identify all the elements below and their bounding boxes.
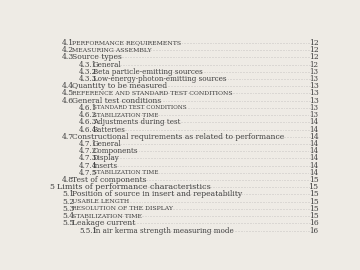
Text: 4.7.1: 4.7.1 [79, 140, 97, 148]
Text: MEASURING ASSEMBLY: MEASURING ASSEMBLY [72, 48, 152, 53]
Text: USABLE LENGTH: USABLE LENGTH [72, 199, 129, 204]
Text: 4.2: 4.2 [62, 46, 74, 54]
Text: 14: 14 [310, 154, 319, 162]
Text: Adjustments during test: Adjustments during test [93, 118, 181, 126]
Text: 4.8: 4.8 [62, 176, 74, 184]
Text: 4.7.5: 4.7.5 [79, 169, 97, 177]
Text: General: General [93, 60, 122, 69]
Text: 4.3.3: 4.3.3 [79, 75, 97, 83]
Text: 4.6.2: 4.6.2 [79, 111, 97, 119]
Text: 4.6.3: 4.6.3 [79, 118, 97, 126]
Text: 12: 12 [309, 46, 319, 54]
Text: 5.5.1: 5.5.1 [79, 227, 97, 235]
Text: 4.5: 4.5 [62, 89, 74, 97]
Text: 14: 14 [309, 133, 319, 141]
Text: 4.3.2: 4.3.2 [79, 68, 97, 76]
Text: 5.4: 5.4 [62, 212, 74, 220]
Text: 13: 13 [309, 97, 319, 105]
Text: REFERENCE AND STANDARD TEST CONDITIONS: REFERENCE AND STANDARD TEST CONDITIONS [72, 91, 233, 96]
Text: STABILIZATION TIME: STABILIZATION TIME [93, 170, 158, 175]
Text: Display: Display [93, 154, 120, 162]
Text: Low-energy-photon-emitting sources: Low-energy-photon-emitting sources [93, 75, 226, 83]
Text: 5.2: 5.2 [62, 198, 74, 206]
Text: 4.4: 4.4 [62, 82, 74, 90]
Text: 14: 14 [310, 126, 319, 134]
Text: 4.1: 4.1 [62, 39, 74, 47]
Text: In air kerma strength measuring mode: In air kerma strength measuring mode [93, 227, 234, 235]
Text: 13: 13 [309, 82, 319, 90]
Text: Test of components: Test of components [72, 176, 147, 184]
Text: 13: 13 [309, 89, 319, 97]
Text: 4.6.4: 4.6.4 [79, 126, 98, 134]
Text: 5.1: 5.1 [62, 190, 74, 198]
Text: 13: 13 [310, 75, 319, 83]
Text: 15: 15 [309, 198, 319, 206]
Text: RESOLUTION OF THE DISPLAY: RESOLUTION OF THE DISPLAY [72, 206, 173, 211]
Text: 16: 16 [310, 227, 319, 235]
Text: 4.3: 4.3 [62, 53, 74, 61]
Text: STABILIZATION TIME: STABILIZATION TIME [93, 113, 158, 118]
Text: Source types: Source types [72, 53, 122, 61]
Text: 4.6.1: 4.6.1 [79, 104, 97, 112]
Text: 15: 15 [309, 176, 319, 184]
Text: STABILIZATION TIME: STABILIZATION TIME [72, 214, 142, 219]
Text: 5.3: 5.3 [62, 205, 74, 213]
Text: 15: 15 [309, 205, 319, 213]
Text: 14: 14 [310, 140, 319, 148]
Text: PERFORMANCE REQUIREMENTS: PERFORMANCE REQUIREMENTS [72, 40, 181, 45]
Text: 15: 15 [309, 183, 319, 191]
Text: STANDARD TEST CONDITIONS: STANDARD TEST CONDITIONS [93, 105, 187, 110]
Text: Constructional requirements as related to performance: Constructional requirements as related t… [72, 133, 284, 141]
Text: 13: 13 [310, 104, 319, 112]
Text: 4.7.2: 4.7.2 [79, 147, 97, 155]
Text: 13: 13 [310, 68, 319, 76]
Text: 14: 14 [310, 118, 319, 126]
Text: 12: 12 [309, 53, 319, 61]
Text: 4.7.4: 4.7.4 [79, 162, 98, 170]
Text: Beta particle-emitting sources: Beta particle-emitting sources [93, 68, 203, 76]
Text: 4.7: 4.7 [62, 133, 74, 141]
Text: 12: 12 [310, 60, 319, 69]
Text: 4.7.3: 4.7.3 [79, 154, 97, 162]
Text: 15: 15 [309, 212, 319, 220]
Text: 14: 14 [310, 147, 319, 155]
Text: 5.5: 5.5 [62, 219, 74, 227]
Text: 12: 12 [309, 39, 319, 47]
Text: 15: 15 [309, 190, 319, 198]
Text: Leakage current: Leakage current [72, 219, 135, 227]
Text: 13: 13 [310, 111, 319, 119]
Text: 5: 5 [50, 183, 55, 191]
Text: Batteries: Batteries [93, 126, 126, 134]
Text: General: General [93, 140, 122, 148]
Text: General test conditions: General test conditions [72, 97, 161, 105]
Text: 16: 16 [309, 219, 319, 227]
Text: 4.3.1: 4.3.1 [79, 60, 97, 69]
Text: Position of source in insert and repeatability: Position of source in insert and repeata… [72, 190, 242, 198]
Text: Components: Components [93, 147, 139, 155]
Text: Limits of performance characteristics: Limits of performance characteristics [57, 183, 211, 191]
Text: 4.6: 4.6 [62, 97, 74, 105]
Text: 14: 14 [310, 169, 319, 177]
Text: 14: 14 [310, 162, 319, 170]
Text: Quantity to be measured: Quantity to be measured [72, 82, 167, 90]
Text: Inserts: Inserts [93, 162, 118, 170]
